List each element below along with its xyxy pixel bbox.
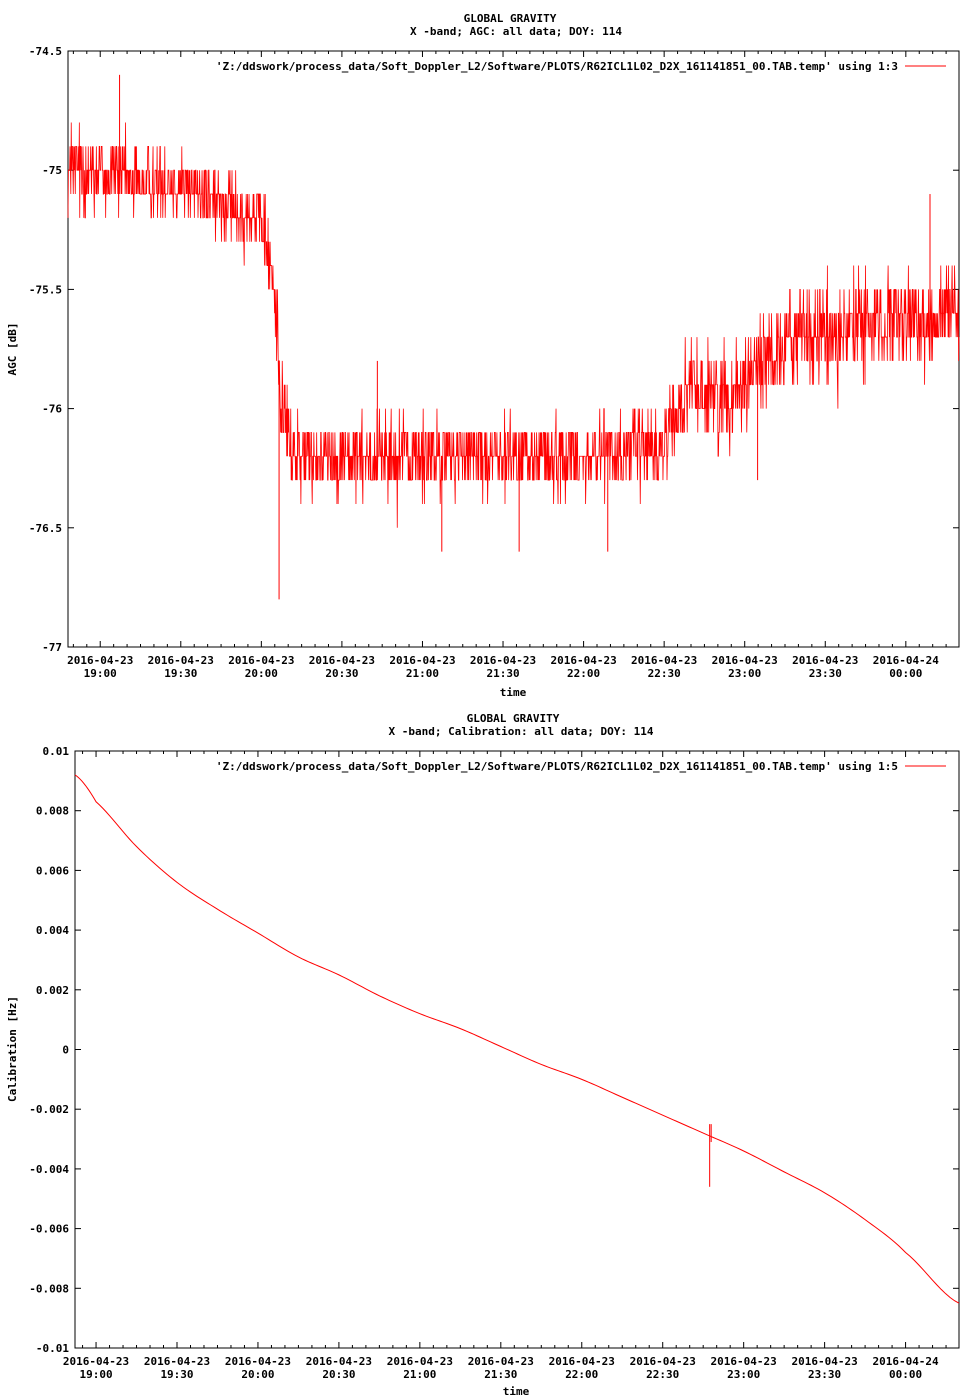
y-tick-label: -0.01 <box>36 1342 69 1355</box>
y-axis-ticks: 0.01 0.008 0.006 0.004 0.002 0 -0.002 -0.004 -0.… <box>29 745 959 1355</box>
legend-label: 'Z:/ddswork/process_data/Soft_Doppler_L2… <box>216 760 898 773</box>
x-tick-label: 19:00 <box>84 667 117 680</box>
x-tick-label: 20:00 <box>245 667 278 680</box>
y-tick-label: -0.002 <box>29 1103 69 1116</box>
x-tick-label: 00:00 <box>889 667 922 680</box>
series-group <box>74 774 960 1304</box>
x-tick-label: 2016-04-23 <box>228 654 294 667</box>
x-tick-label: 22:00 <box>567 667 600 680</box>
x-axis-ticks: 2016-04-2319:002016-04-2319:302016-04-23… <box>67 51 947 680</box>
x-tick-label: 19:30 <box>164 667 197 680</box>
y-axis-label: AGC [dB] <box>6 323 19 376</box>
x-tick-label: 2016-04-23 <box>468 1355 534 1368</box>
y-tick-label: 0.002 <box>36 984 69 997</box>
x-tick-label: 23:30 <box>809 667 842 680</box>
chart-subtitle: X -band; AGC: all data; DOY: 114 <box>410 25 622 38</box>
x-tick-label: 21:00 <box>406 667 439 680</box>
x-tick-label: 20:00 <box>241 1368 274 1381</box>
x-tick-label: 22:30 <box>648 667 681 680</box>
x-tick-label: 20:30 <box>325 667 358 680</box>
y-tick-label: 0.006 <box>36 864 69 877</box>
x-tick-label: 2016-04-23 <box>389 654 455 667</box>
x-tick-label: 23:00 <box>728 667 761 680</box>
x-axis-label: time <box>500 686 527 699</box>
x-tick-label: 21:00 <box>403 1368 436 1381</box>
chart-title: GLOBAL GRAVITY <box>464 12 557 25</box>
x-tick-label: 2016-04-23 <box>144 1355 210 1368</box>
legend-label: 'Z:/ddswork/process_data/Soft_Doppler_L2… <box>216 60 898 73</box>
x-tick-label: 21:30 <box>484 1368 517 1381</box>
x-axis-ticks: 2016-04-2319:002016-04-2319:302016-04-23… <box>63 751 947 1381</box>
y-tick-label: 0.004 <box>36 924 69 937</box>
y-tick-label: 0.01 <box>43 745 70 758</box>
y-axis-ticks: -74.5 -75 -75.5 -76 -76.5 -77 <box>29 45 959 654</box>
y-tick-label: -77 <box>42 641 62 654</box>
x-tick-label: 2016-04-23 <box>148 654 214 667</box>
y-axis-label: Calibration [Hz] <box>6 996 19 1102</box>
x-tick-label: 2016-04-23 <box>306 1355 372 1368</box>
x-tick-label: 2016-04-23 <box>67 654 133 667</box>
x-tick-label: 2016-04-23 <box>225 1355 291 1368</box>
x-tick-label: 00:00 <box>889 1368 922 1381</box>
x-tick-label: 23:00 <box>727 1368 760 1381</box>
y-tick-label: -0.006 <box>29 1223 69 1236</box>
x-tick-label: 2016-04-23 <box>711 1355 777 1368</box>
x-tick-label: 22:30 <box>646 1368 679 1381</box>
chart-title: GLOBAL GRAVITY <box>467 712 560 725</box>
x-tick-label: 2016-04-23 <box>63 1355 129 1368</box>
x-tick-label: 2016-04-23 <box>712 654 778 667</box>
calibration-series-line <box>74 774 960 1304</box>
x-tick-label: 2016-04-24 <box>873 654 940 667</box>
x-tick-label: 2016-04-23 <box>387 1355 453 1368</box>
x-tick-label: 2016-04-23 <box>630 1355 696 1368</box>
y-tick-label: 0 <box>62 1044 69 1057</box>
x-tick-label: 19:00 <box>79 1368 112 1381</box>
chart-subtitle: X -band; Calibration: all data; DOY: 114 <box>389 725 654 738</box>
y-tick-label: -76.5 <box>29 522 62 535</box>
x-tick-label: 22:00 <box>565 1368 598 1381</box>
agc-series-line <box>67 122 960 528</box>
x-axis-label: time <box>503 1385 530 1398</box>
x-tick-label: 2016-04-23 <box>792 654 858 667</box>
y-tick-label: -75 <box>42 164 62 177</box>
series-group <box>67 74 960 600</box>
y-tick-label: -74.5 <box>29 45 62 58</box>
x-tick-label: 2016-04-23 <box>549 1355 615 1368</box>
calibration-chart: GLOBAL GRAVITY X -band; Calibration: all… <box>6 712 960 1398</box>
x-tick-label: 2016-04-23 <box>631 654 697 667</box>
y-tick-label: -76 <box>42 403 62 416</box>
x-tick-label: 20:30 <box>322 1368 355 1381</box>
y-tick-label: -75.5 <box>29 283 62 296</box>
x-tick-label: 2016-04-24 <box>872 1355 939 1368</box>
agc-chart: GLOBAL GRAVITY X -band; AGC: all data; D… <box>6 12 960 699</box>
x-tick-label: 2016-04-23 <box>309 654 375 667</box>
x-tick-label: 19:30 <box>160 1368 193 1381</box>
y-tick-label: -0.008 <box>29 1282 69 1295</box>
x-tick-label: 2016-04-23 <box>550 654 616 667</box>
x-tick-label: 23:30 <box>808 1368 841 1381</box>
x-tick-label: 21:30 <box>486 667 519 680</box>
x-tick-label: 2016-04-23 <box>792 1355 858 1368</box>
y-tick-label: -0.004 <box>29 1163 69 1176</box>
y-tick-label: 0.008 <box>36 805 69 818</box>
x-tick-label: 2016-04-23 <box>470 654 536 667</box>
